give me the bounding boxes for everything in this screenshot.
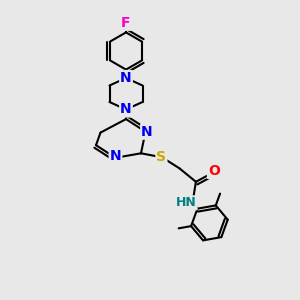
Text: S: S <box>156 150 167 164</box>
Text: N: N <box>141 125 153 139</box>
Text: HN: HN <box>176 196 197 209</box>
Text: F: F <box>121 16 131 30</box>
Text: N: N <box>120 103 132 116</box>
Text: O: O <box>208 164 220 178</box>
Text: N: N <box>120 71 132 85</box>
Text: N: N <box>110 149 121 163</box>
